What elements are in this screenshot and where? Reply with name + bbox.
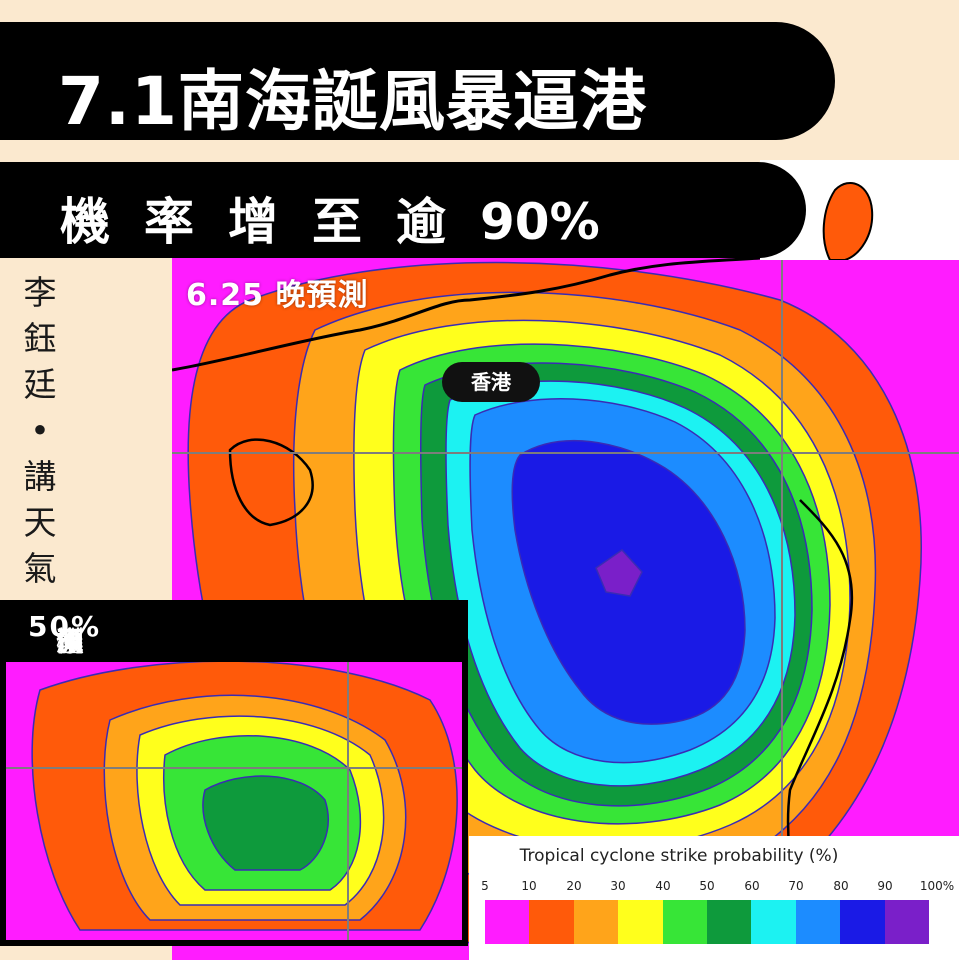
inset-label: 預 測 機 率 原 僅 50% [28,610,102,658]
legend-swatch [618,900,663,944]
forecast-date-label: 6.25 晚預測 [186,278,369,313]
legend-swatch [662,900,708,944]
subtitle-banner: 機率增至逾 90% [0,162,806,258]
subtitle-char: 機 [60,193,110,251]
legend-tick: 70 [788,879,804,893]
legend-swatch [884,900,930,944]
subtitle-value: 90% [480,193,600,251]
legend-tick: 40 [655,879,671,893]
legend-swatch [529,900,574,944]
legend-swatch [485,900,530,944]
legend-tick: 50 [699,879,715,893]
legend-tick: 5 [481,879,489,893]
inset-probability-map [0,656,468,946]
title-banner: 7.1南海誕風暴逼港 [0,22,835,140]
author-credit: 李 鈺 廷 • 講 天 氣 [14,270,66,592]
subtitle-char: 至 [312,193,362,251]
legend-tick: 80 [833,879,849,893]
author-char: 鈺 [23,319,57,358]
author-char: 廷 [23,365,57,404]
legend-tick: 100% [919,879,955,893]
legend-swatch [751,900,796,944]
legend-swatch [707,900,752,944]
author-char: 天 [23,503,57,542]
author-char: 氣 [23,549,57,588]
author-char: 講 [23,457,57,496]
legend-tick: 90 [877,879,893,893]
author-char: 李 [23,273,57,312]
subtitle: 機率增至逾 90% [60,182,600,254]
legend-tick: 20 [566,879,582,893]
hong-kong-label: 香港 [442,362,540,402]
legend-swatch [573,900,619,944]
subtitle-char: 率 [144,193,194,251]
author-char: • [30,411,50,450]
legend-swatch [840,900,885,944]
legend-tick: 60 [744,879,760,893]
main-probability-map [172,258,959,960]
subtitle-char: 增 [228,193,278,251]
legend-tick: 30 [610,879,626,893]
legend-tick: 10 [521,879,537,893]
legend-color-bar [485,900,930,944]
legend-title: Tropical cyclone strike probability (%) [519,846,839,866]
subtitle-char: 逾 [396,193,446,251]
page-title: 7.1南海誕風暴逼港 [58,63,647,140]
legend-swatch [795,900,841,944]
inset-label-banner: 預 測 機 率 原 僅 50% [0,600,468,658]
legend-ticks: 5 10 20 30 40 50 60 70 80 90 100% [479,879,959,897]
legend: Tropical cyclone strike probability (%) … [469,836,959,960]
